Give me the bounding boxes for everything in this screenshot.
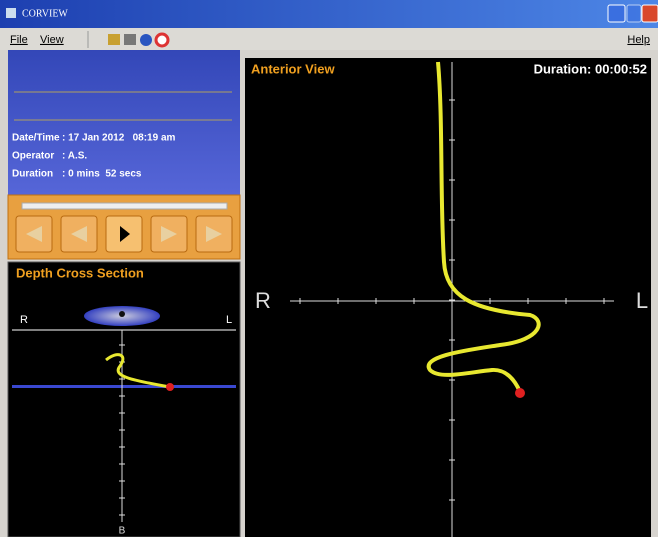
info-rows: Date/Time: 17 Jan 2012 08:19 am Operator:… [12, 133, 176, 180]
anterior-panel [245, 58, 651, 537]
depth-title: Depth Cross Section [16, 265, 144, 280]
control-glyph [161, 226, 177, 242]
control-glyph [71, 226, 87, 242]
menu-help[interactable]: Help [627, 34, 650, 46]
info-value: : 0 mins 52 secs [62, 169, 142, 180]
anterior-ticks [299, 99, 605, 501]
depth-trace [105, 353, 171, 389]
catheter-trace [426, 61, 541, 393]
window-title: CORVIEW [22, 8, 68, 19]
menu-file[interactable]: File [10, 34, 28, 46]
info-icon[interactable] [140, 34, 152, 46]
progress-slider[interactable] [21, 202, 228, 210]
control-glyph [206, 226, 222, 242]
anterior-left-label: R [255, 288, 271, 313]
tip-marker [166, 383, 174, 391]
info-value: : 17 Jan 2012 08:19 am [62, 133, 176, 144]
app-icon [6, 8, 16, 18]
depth-bottom-label: B [119, 526, 126, 537]
control-buttons [15, 215, 233, 253]
print-icon[interactable] [124, 34, 136, 45]
depth-level-bar [12, 385, 236, 388]
control-glyph [120, 226, 130, 242]
info-value: : A.S. [62, 151, 87, 162]
tip-marker [515, 388, 525, 398]
depth-left-label: R [20, 314, 28, 326]
sensor-center [119, 311, 125, 317]
maximize-button[interactable] [626, 4, 642, 23]
anterior-title: Anterior View [251, 61, 335, 76]
minimize-button[interactable] [607, 4, 626, 23]
title-bar [0, 0, 658, 28]
info-panel [8, 50, 240, 195]
depth-ticks [119, 344, 125, 516]
depth-panel [7, 261, 241, 537]
info-label: Date/Time [12, 133, 60, 144]
control-glyph [26, 226, 42, 242]
depth-right-label: L [226, 314, 232, 326]
menu-bar [0, 28, 658, 50]
info-label: Duration [12, 169, 53, 180]
info-label: Operator [12, 151, 54, 162]
menu-view[interactable]: View [40, 34, 64, 46]
close-button[interactable] [641, 4, 658, 23]
help-icon[interactable] [154, 32, 170, 48]
open-icon[interactable] [108, 34, 120, 45]
duration-display: Duration: 00:00:52 [534, 61, 647, 76]
anterior-right-label: L [636, 288, 648, 313]
